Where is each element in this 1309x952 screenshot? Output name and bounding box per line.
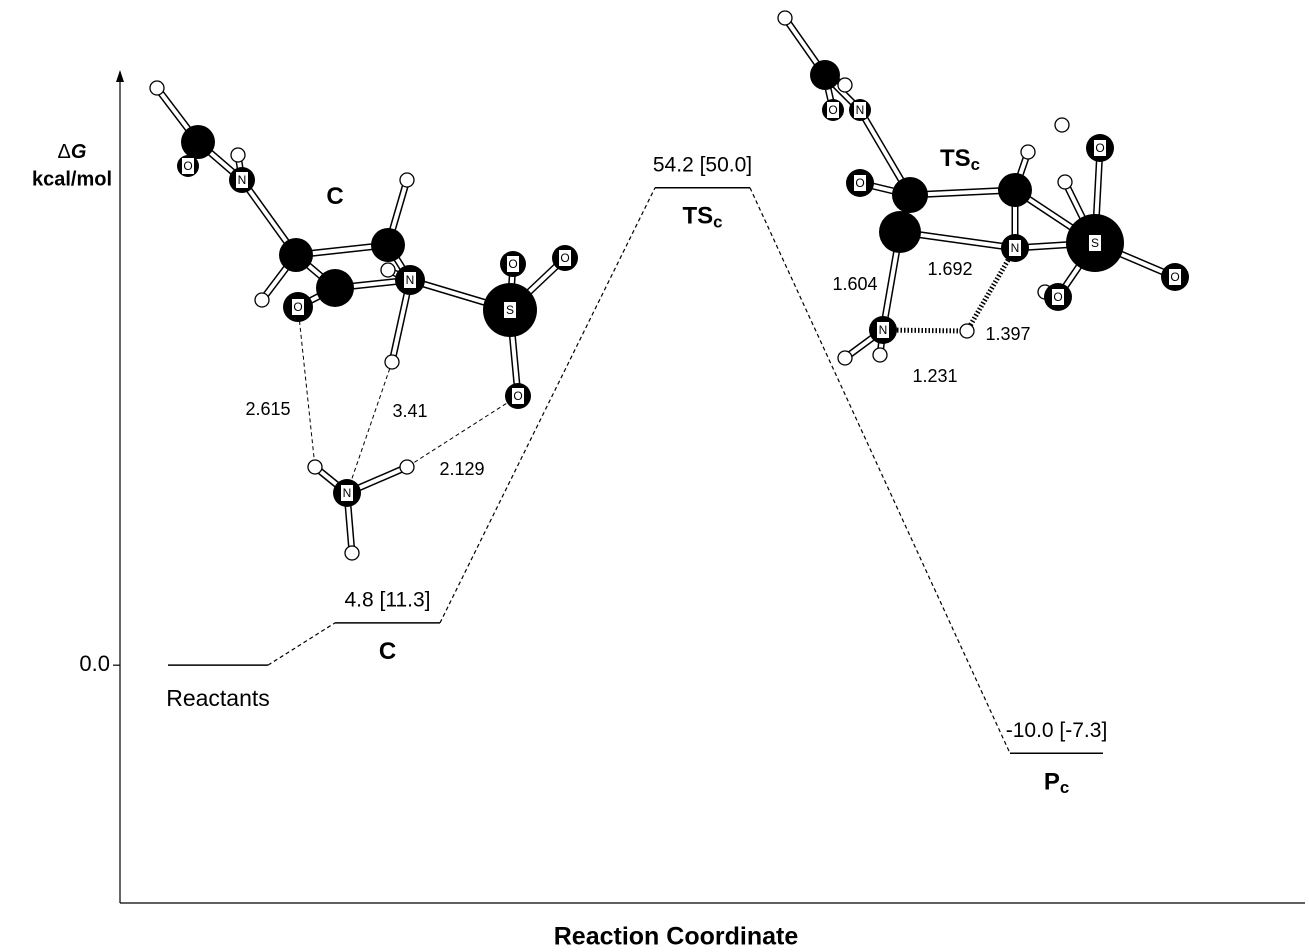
heavy-atom	[879, 211, 921, 253]
chart: ΔG kcal/mol Reaction Coordinate 0.0 React…	[0, 0, 1309, 952]
value-label: -10.0 [-7.3]	[1006, 719, 1108, 742]
hydrogen-atom	[400, 173, 414, 187]
hydrogen-atom	[345, 546, 359, 560]
hydrogen-atom	[838, 78, 852, 92]
category-label-sub: c	[713, 213, 722, 232]
y-axis-title: ΔG	[58, 141, 87, 163]
hydrogen-atom	[231, 148, 245, 162]
hydrogen-atom	[308, 460, 322, 474]
connector	[440, 188, 655, 623]
atom-label: S	[1091, 236, 1099, 250]
distance-label: 1.231	[912, 366, 957, 386]
y-axis-symbol: G	[71, 141, 87, 163]
atom-label: N	[406, 273, 415, 287]
category-label: TSc	[682, 203, 722, 232]
category-label-main: C	[379, 638, 396, 665]
hydrogen-atom	[385, 355, 399, 369]
hydrogen-atom	[400, 460, 414, 474]
distance-label: 2.129	[439, 459, 484, 479]
contact-line	[298, 307, 315, 467]
atom-label: N	[879, 323, 888, 337]
hydrogen-atom	[150, 81, 164, 95]
distance-label: 1.692	[927, 259, 972, 279]
hydrogen-atom	[1021, 145, 1035, 159]
atom-label: O	[293, 300, 302, 314]
category-label: Pc	[1044, 769, 1069, 798]
atom-label: N	[343, 486, 352, 500]
hydrogen-atom	[960, 324, 974, 338]
molecule-label-main: TS	[940, 145, 971, 172]
atom-label: O	[1170, 270, 1179, 284]
atom-label: O	[183, 159, 192, 173]
atom-label: O	[508, 257, 517, 271]
x-axis-title: Reaction Coordinate	[554, 923, 799, 951]
atom-label: N	[238, 173, 247, 187]
heavy-atom	[279, 238, 313, 272]
distance-label: 1.397	[985, 324, 1030, 344]
hydrogen-atom	[1058, 175, 1072, 189]
heavy-atom	[316, 269, 354, 307]
connector	[268, 623, 335, 665]
atom-label: O	[855, 176, 864, 190]
molecule-label: TSc	[940, 145, 980, 174]
category-label-main: P	[1044, 769, 1060, 796]
y-axis-delta: Δ	[58, 141, 71, 163]
heavy-atom	[892, 177, 928, 213]
distance-label: 2.615	[245, 399, 290, 419]
hydrogen-atom	[1055, 118, 1069, 132]
heavy-atom	[998, 173, 1032, 207]
hydrogen-atom	[873, 348, 887, 362]
y-axis-unit: kcal/mol	[32, 168, 112, 190]
distance-label: 1.604	[832, 274, 877, 294]
atom-label: O	[1095, 141, 1104, 155]
category-label: C	[379, 638, 396, 665]
molecule-label: C	[326, 183, 343, 210]
atom-label: S	[506, 303, 514, 317]
atom-label: N	[856, 103, 865, 117]
value-label: 4.8 [11.3]	[344, 588, 430, 611]
hydrogen-atom	[778, 11, 792, 25]
y-axis-arrow	[116, 70, 124, 82]
molecule-label-main: C	[326, 183, 343, 210]
category-label-sub: c	[1060, 779, 1069, 798]
hydrogen-atom	[381, 263, 395, 277]
category-label: Reactants	[166, 685, 270, 711]
heavy-atom	[810, 60, 840, 90]
value-label: 54.2 [50.0]	[653, 153, 752, 176]
hydrogen-atom	[838, 351, 852, 365]
atom-label: N	[1011, 241, 1020, 255]
heavy-atom	[371, 228, 405, 262]
distance-label: 3.41	[392, 401, 427, 421]
forming-bond	[967, 248, 1015, 331]
molecule-label-sub: c	[971, 155, 980, 174]
atom-label: O	[560, 251, 569, 265]
atom-label: O	[1053, 290, 1062, 304]
y-tick-label: 0.0	[79, 651, 110, 676]
category-label-main: TS	[682, 203, 713, 230]
atom-label: O	[828, 103, 837, 117]
atom-label: O	[513, 389, 522, 403]
heavy-atom	[181, 125, 215, 159]
category-label-main: Reactants	[166, 685, 270, 711]
hydrogen-atom	[255, 293, 269, 307]
